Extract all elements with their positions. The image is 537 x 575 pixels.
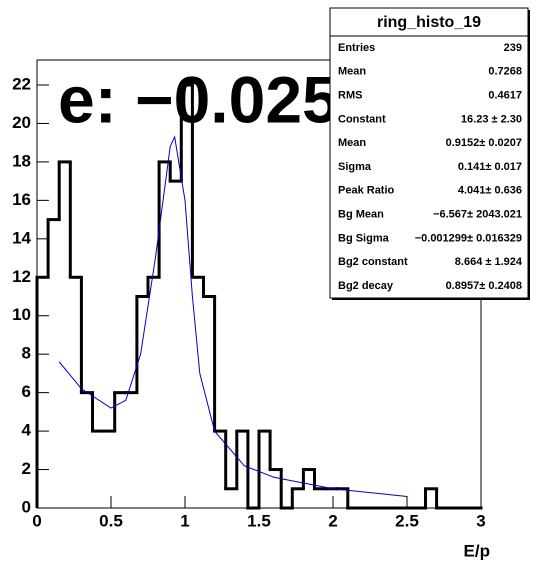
y-tick-label: 12: [12, 267, 31, 286]
y-tick-label: 8: [22, 344, 31, 363]
x-tick-label: 1.5: [247, 511, 271, 530]
y-tick-label: 6: [22, 382, 31, 401]
y-tick-label: 10: [12, 305, 31, 324]
stat-value: 239: [504, 42, 522, 54]
stat-value: 0.141± 0.017: [458, 161, 522, 173]
y-tick-label: 18: [12, 151, 31, 170]
x-tick-label: 2: [328, 511, 337, 530]
x-tick-label: 2.5: [395, 511, 419, 530]
stat-value: −0.001299± 0.016329: [415, 232, 522, 244]
stat-name: Bg2 decay: [338, 280, 394, 292]
stat-name: Entries: [338, 42, 375, 54]
stat-name: Bg Sigma: [338, 232, 390, 244]
y-tick-label: 20: [12, 113, 31, 132]
stat-value: 16.23 ± 2.30: [461, 113, 522, 125]
y-tick-label: 0: [22, 497, 31, 516]
stats-title: ring_histo_19: [377, 14, 481, 31]
stat-value: 0.4617: [488, 89, 522, 101]
stat-name: Sigma: [338, 161, 372, 173]
x-tick-label: 0: [32, 511, 41, 530]
stat-name: RMS: [338, 89, 362, 101]
y-tick-label: 4: [22, 421, 32, 440]
stat-name: Peak Ratio: [338, 185, 395, 197]
y-tick-label: 22: [12, 74, 31, 93]
stat-name: Bg2 constant: [338, 256, 408, 268]
stat-value: 4.041± 0.636: [458, 185, 522, 197]
stat-value: −6.567± 2043.021: [433, 209, 522, 221]
stat-name: Mean: [338, 66, 366, 78]
stat-name: Constant: [338, 113, 386, 125]
x-tick-label: 1: [180, 511, 189, 530]
annotation: e: −0.025: [58, 62, 339, 136]
y-tick-label: 14: [12, 228, 31, 247]
stats-box: [329, 7, 529, 299]
x-axis-label: E/p: [464, 541, 490, 560]
x-tick-label: 3: [476, 511, 485, 530]
y-tick-label: 2: [22, 459, 31, 478]
stat-value: 8.664 ± 1.924: [455, 256, 523, 268]
stat-name: Mean: [338, 137, 366, 149]
stat-name: Bg Mean: [338, 209, 384, 221]
x-tick-label: 0.5: [99, 511, 123, 530]
fit-curve: [58, 135, 408, 497]
stat-value: 0.7268: [488, 66, 522, 78]
y-tick-label: 16: [12, 190, 31, 209]
stat-value: 0.9152± 0.0207: [446, 137, 522, 149]
stat-value: 0.8957± 0.2408: [446, 280, 522, 292]
